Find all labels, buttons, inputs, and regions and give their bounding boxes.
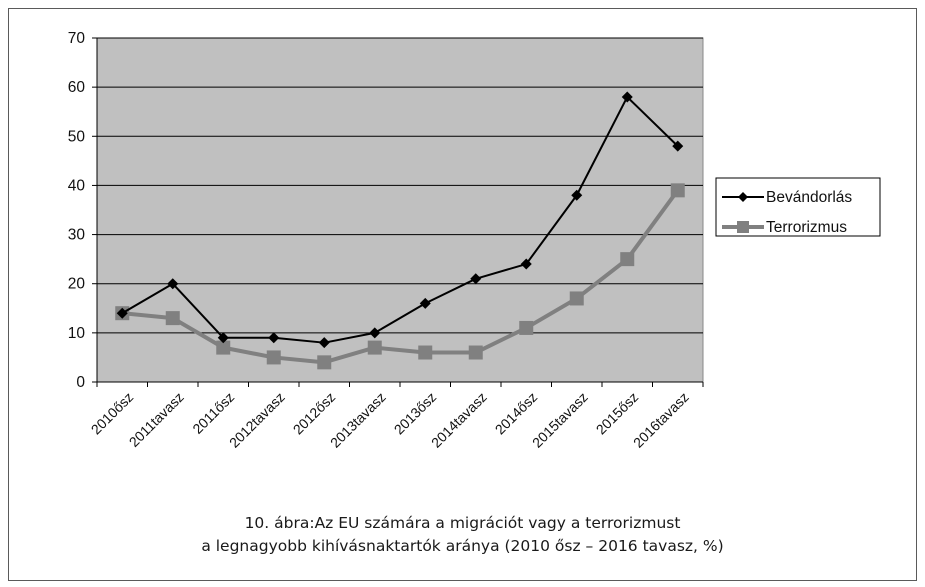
data-point <box>217 332 229 344</box>
data-point <box>470 273 482 285</box>
y-tick-label: 60 <box>68 79 86 96</box>
data-point <box>571 189 583 201</box>
data-point <box>116 307 128 319</box>
data-point <box>468 345 483 360</box>
data-point <box>165 311 180 326</box>
data-point <box>670 183 685 198</box>
caption-line-1: 10. ábra:Az EU számára a migrációt vagy … <box>244 514 681 532</box>
y-tick-label: 20 <box>68 276 86 293</box>
data-point <box>266 350 281 365</box>
data-point <box>318 337 330 349</box>
x-tick-label: 2015ősz <box>593 389 642 438</box>
x-tick-label: 2013ősz <box>391 389 440 438</box>
legend-label: Bevándorlás <box>766 189 852 206</box>
data-point <box>419 297 431 309</box>
x-tick-label: 2011ősz <box>189 389 237 437</box>
x-tick-label: 2010ősz <box>88 389 137 438</box>
data-point <box>167 278 179 290</box>
series-lines <box>115 91 685 370</box>
y-tick-label: 30 <box>68 227 86 244</box>
figure-caption: 10. ábra:Az EU számára a migrációt vagy … <box>0 512 925 558</box>
y-tick-label: 50 <box>68 128 86 145</box>
data-point <box>268 332 280 344</box>
data-point <box>317 355 332 370</box>
data-point <box>367 340 382 355</box>
axes <box>92 37 704 387</box>
y-tick-label: 70 <box>68 30 86 47</box>
data-point <box>620 252 635 267</box>
data-point <box>569 291 584 306</box>
series-line <box>122 189 680 365</box>
x-tick-label: 2012ősz <box>290 389 339 438</box>
series-1 <box>116 91 684 349</box>
data-point <box>738 192 748 202</box>
legend-label: Terrorizmus <box>766 219 847 236</box>
data-point <box>737 221 749 233</box>
data-point <box>369 327 381 339</box>
data-point <box>519 320 534 335</box>
data-point <box>672 140 684 152</box>
y-tick-label: 10 <box>68 325 86 342</box>
y-tick-label: 0 <box>76 374 85 391</box>
x-tick-label: 2011tavasz <box>126 389 187 450</box>
series-line <box>121 95 679 344</box>
caption-line-2: a legnagyobb kihívásnaktartók aránya (20… <box>201 537 724 555</box>
legend: Bevándorlás Terrorizmus <box>715 177 881 237</box>
data-point <box>418 345 433 360</box>
y-tick-label: 40 <box>68 177 86 194</box>
y-tick-labels: 0 10 20 30 40 50 60 70 <box>68 30 86 391</box>
data-point <box>216 340 231 355</box>
data-point <box>621 91 633 103</box>
data-point <box>520 258 532 270</box>
x-tick-label: 2014ősz <box>492 389 541 438</box>
plot-area <box>96 37 704 383</box>
